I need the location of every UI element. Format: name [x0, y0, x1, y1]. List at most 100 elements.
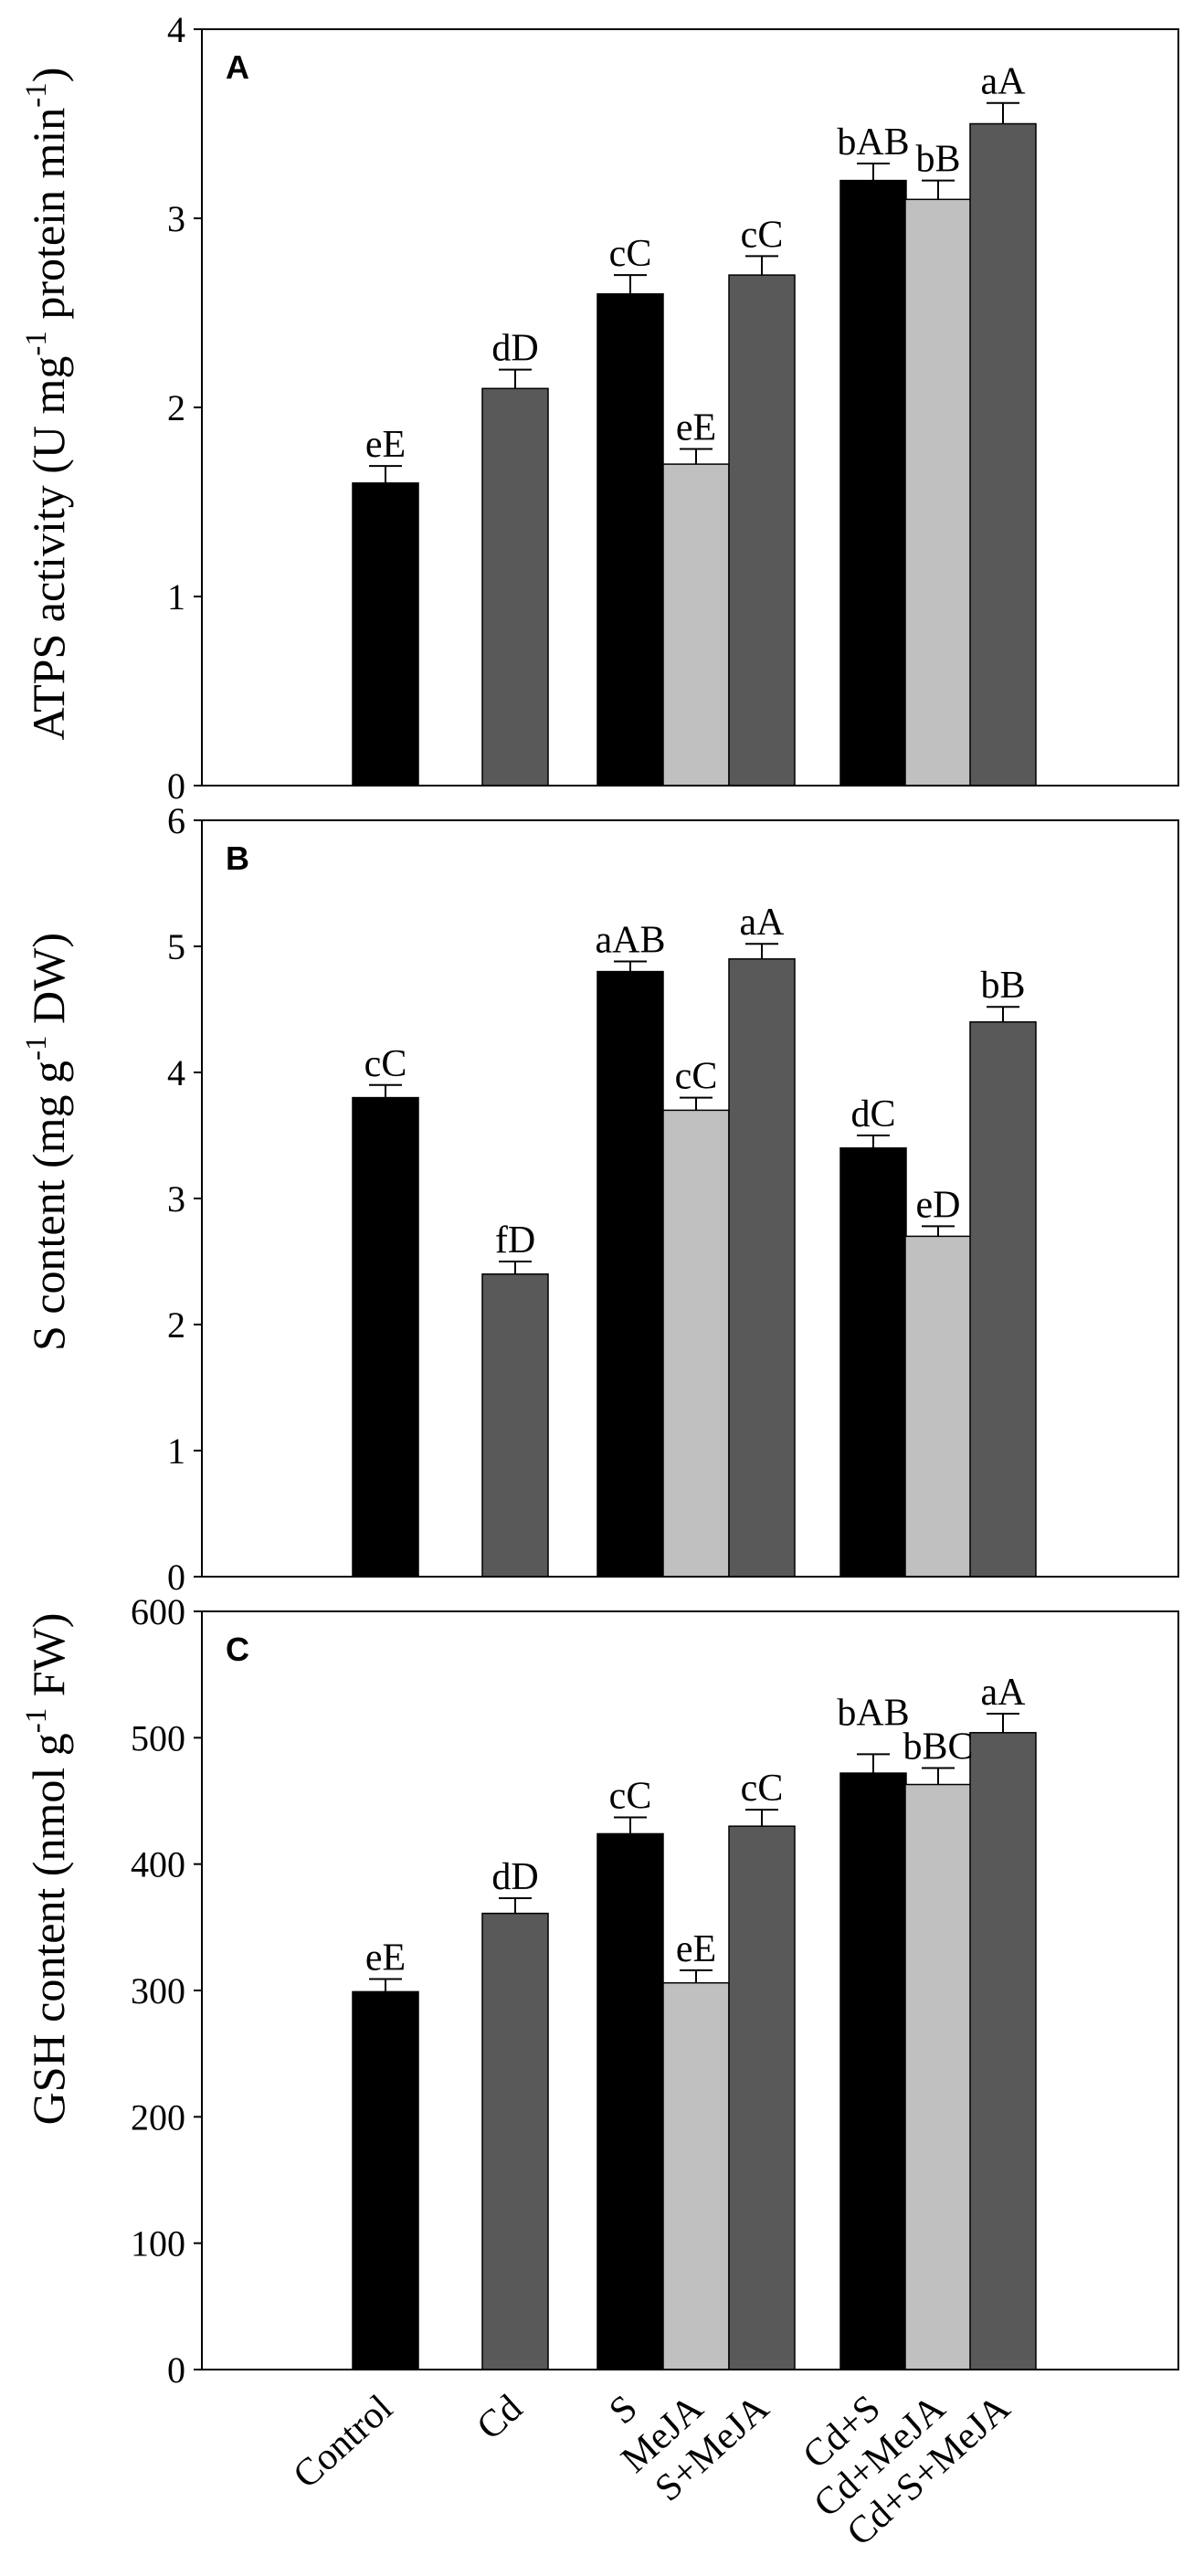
error-bar-cd-meja: [922, 1225, 955, 1237]
significance-label-cd-s: bAB: [837, 1692, 909, 1734]
significance-label-s: aAB: [596, 920, 666, 962]
y-axis: 0 1 2 3 4 5 6: [167, 800, 202, 1598]
error-bar-s-meja: [745, 1809, 778, 1827]
y-axis-title-superscript: -1: [20, 1035, 53, 1061]
bar-s-meja: [728, 274, 796, 787]
significance-label-cd-s-meja: aA: [981, 61, 1027, 103]
y-tick-label: 0: [167, 1557, 185, 1598]
significance-label-cd-s: dC: [850, 1093, 895, 1135]
error-bar-s-meja: [745, 943, 778, 959]
y-axis-title-superscript: -1: [20, 82, 53, 108]
y-axis-title-text: FW): [23, 1613, 74, 1708]
error-bar-meja: [680, 1096, 713, 1111]
significance-label-cd-s: bAB: [837, 121, 909, 164]
bar-control: [352, 1096, 419, 1578]
error-bar-cd-s: [857, 162, 890, 181]
significance-label-control: cC: [364, 1043, 407, 1085]
bar-meja: [662, 1981, 730, 2370]
significance-label-s: cC: [609, 233, 652, 275]
significance-label-meja: eE: [676, 407, 716, 449]
error-bar-cd-s: [857, 1753, 890, 1774]
y-tick-label: 400: [131, 1844, 185, 1885]
significance-label-s: cC: [609, 1775, 652, 1817]
error-bars: [369, 101, 1019, 483]
error-bar-s: [614, 274, 647, 294]
significance-label-cd-meja: bB: [915, 139, 960, 181]
panel-label: C: [226, 1631, 249, 1668]
bar-control: [352, 1990, 419, 2370]
error-bar-meja: [680, 448, 713, 465]
significance-label-cd: fD: [495, 1219, 535, 1262]
error-bar-control: [369, 1978, 402, 1992]
y-axis-title: S content (mg g-1 DW): [20, 933, 74, 1351]
bar-s: [596, 293, 664, 787]
y-axis-title: GSH content (nmol g-1 FW): [20, 1613, 74, 2126]
y-axis: 0 100 200 300 400 500 600: [131, 1591, 202, 2391]
panel-label: B: [226, 839, 249, 877]
error-bar-cd: [499, 1897, 532, 1914]
y-tick-label: 2: [167, 387, 185, 428]
y-tick-label: 1: [167, 576, 185, 618]
y-axis-title-superscript: -1: [20, 331, 53, 356]
error-bars: [369, 943, 1019, 1274]
bar-meja: [662, 463, 730, 787]
bar-cd: [481, 387, 549, 787]
error-bar-cd-s: [857, 1135, 890, 1148]
y-axis-title-text: ATPS activity (U mg: [23, 356, 74, 741]
bar-cd-s-meja: [969, 122, 1037, 787]
error-bar-meja: [680, 1969, 713, 1983]
significance-label-control: eE: [365, 1937, 406, 1980]
y-tick-label: 300: [131, 1970, 185, 2011]
bar-cd: [481, 1912, 549, 2370]
bar-cd: [481, 1273, 549, 1578]
error-bar-control: [369, 465, 402, 483]
significance-label-s-meja: cC: [741, 214, 784, 256]
significance-label-cd-s-meja: aA: [981, 1672, 1027, 1714]
y-axis-title-text: protein min: [23, 108, 74, 331]
significance-label-cd: dD: [491, 1856, 538, 1898]
error-bar-control: [369, 1083, 402, 1098]
panel-a-atps-activity: eE dD cC eE cC bAB bB aA 0 1 2 3 4 A ATPS activity (U …: [20, 9, 1179, 807]
y-axis-title-text: S content (mg g: [23, 1061, 74, 1351]
bar-s-meja: [728, 1825, 796, 2370]
significance-label-meja: cC: [675, 1056, 718, 1098]
y-axis-title: ATPS activity (U mg-1 protein min-1): [20, 68, 74, 741]
error-bar-cd: [499, 368, 532, 389]
y-tick-label: 6: [167, 800, 185, 841]
error-bar-cd-s-meja: [987, 1006, 1019, 1022]
y-tick-label: 500: [131, 1717, 185, 1758]
y-axis-title-text: DW): [23, 933, 74, 1035]
significance-label-cd: dD: [491, 328, 538, 370]
y-tick-label: 2: [167, 1304, 185, 1346]
error-bars: [369, 1713, 1019, 1992]
bars: [352, 1732, 1037, 2370]
significance-labels: cC fD aAB cC aA dC eD bB: [364, 902, 1026, 1262]
y-axis: 0 1 2 3 4: [167, 9, 202, 807]
bar-control: [352, 482, 419, 787]
significance-label-cd-s-meja: bB: [980, 965, 1025, 1007]
bar-s: [596, 970, 664, 1578]
bar-s-meja: [728, 958, 796, 1578]
y-tick-label: 600: [131, 1591, 185, 1632]
error-bar-s: [614, 1816, 647, 1834]
y-tick-label: 100: [131, 2223, 185, 2265]
error-bar-cd-s-meja: [987, 101, 1019, 124]
error-bar-cd-meja: [922, 1767, 955, 1785]
bar-cd-meja: [904, 198, 972, 787]
y-axis-title-text: ): [23, 68, 74, 83]
error-bar-cd-meja: [922, 179, 955, 200]
bar-cd-s: [839, 179, 907, 787]
error-bar-cd-s-meja: [987, 1713, 1019, 1733]
bar-cd-s: [839, 1772, 907, 2370]
panel-label: A: [226, 48, 249, 86]
significance-label-meja: eE: [676, 1928, 716, 1970]
error-bar-cd: [499, 1261, 532, 1274]
bars: [352, 958, 1037, 1578]
significance-label-s-meja: cC: [741, 1768, 784, 1810]
bar-cd-meja: [904, 1235, 972, 1578]
y-tick-label: 4: [167, 9, 185, 50]
